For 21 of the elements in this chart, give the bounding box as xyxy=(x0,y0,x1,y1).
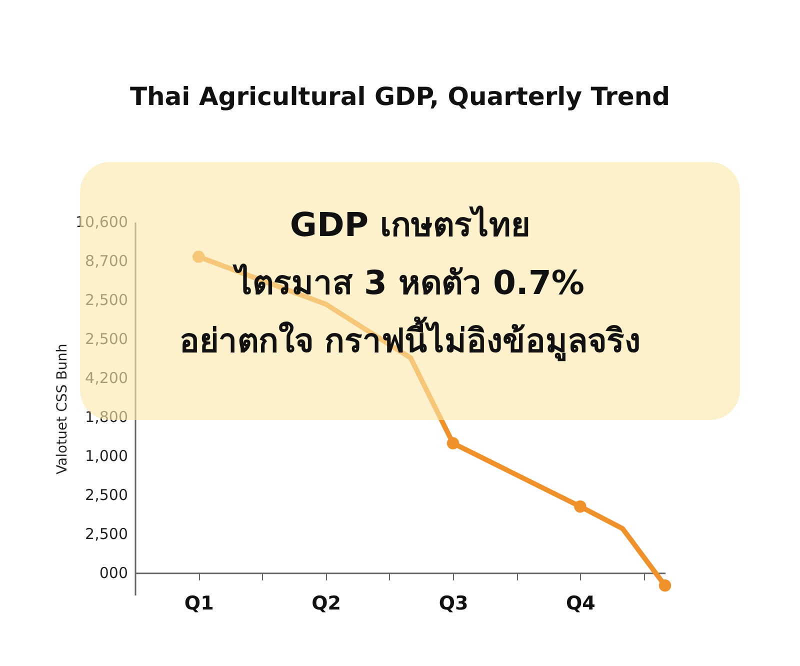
point xyxy=(574,500,586,513)
y-axis-title: Valotuet CSS Bunh xyxy=(54,344,70,474)
text: 2,500 xyxy=(84,290,128,309)
x-tick-label: Q3 xyxy=(438,592,468,614)
text: 8,700 xyxy=(84,252,128,270)
x-tick-label: Q4 xyxy=(566,592,596,614)
x-tick-label: Q2 xyxy=(312,592,341,614)
text: 2,500 xyxy=(85,330,128,348)
text: 1,800 xyxy=(85,408,128,426)
point xyxy=(446,437,460,450)
text: 1,000 xyxy=(85,446,128,465)
text: 000 xyxy=(98,564,128,582)
text: GDP เกษตรไทย xyxy=(290,205,530,244)
point xyxy=(658,579,672,592)
chart-title: Thai Agricultural GDP, Quarterly Trend xyxy=(130,82,670,111)
text: 4,200 xyxy=(85,368,128,387)
text: 10,600 xyxy=(74,213,128,231)
text: 2,500 xyxy=(84,486,128,504)
point xyxy=(192,250,205,263)
text: 2,500 xyxy=(84,524,128,543)
x-tick-label: Q1 xyxy=(184,592,214,614)
